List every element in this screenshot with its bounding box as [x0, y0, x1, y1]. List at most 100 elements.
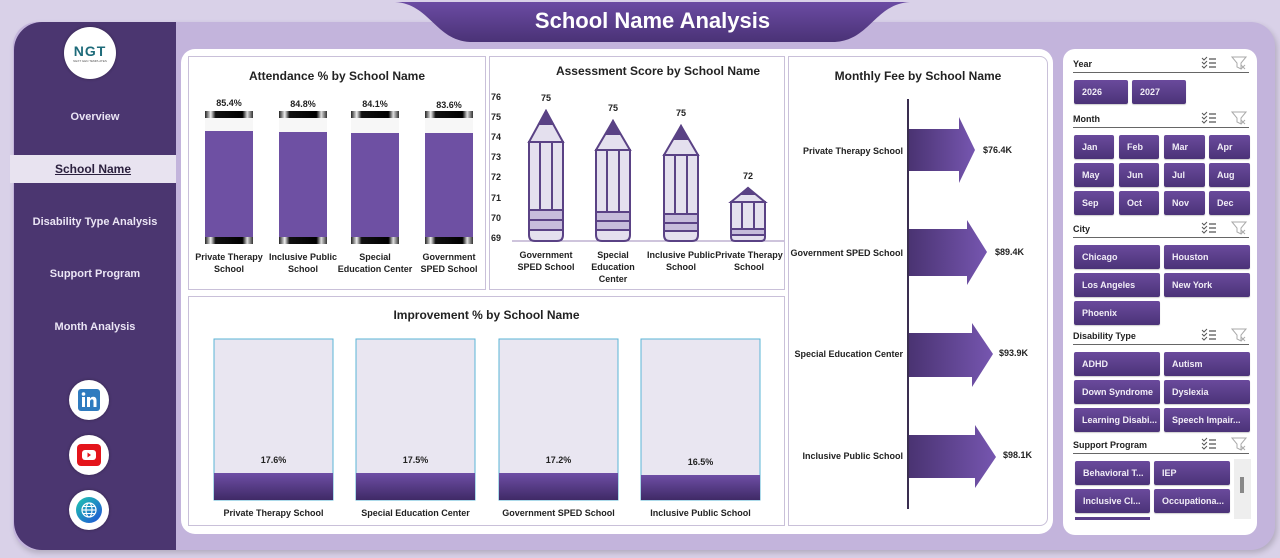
- attendance-bars: [205, 111, 473, 244]
- data-label: 84.1%: [362, 99, 388, 109]
- data-label: 75: [607, 103, 618, 113]
- nav-support-program[interactable]: Support Program: [49, 268, 141, 280]
- axis-label: Inclusive Public School: [268, 252, 338, 274]
- pencil-private-therapy: [728, 186, 768, 242]
- data-label: $89.4K: [995, 247, 1025, 257]
- fee-arrows: [907, 99, 996, 509]
- slicer-support-inclusive[interactable]: Inclusive Cl...: [1075, 489, 1150, 513]
- attendance-chart: Attendance % by School Name: [188, 56, 486, 290]
- slicer-support-behavioral[interactable]: Behavioral T...: [1075, 461, 1150, 485]
- slicer-year-2026[interactable]: 2026: [1074, 80, 1128, 104]
- slicer-month-nov[interactable]: Nov: [1164, 191, 1205, 215]
- slicer-disability-dyslexia[interactable]: Dyslexia: [1164, 380, 1250, 404]
- slicer-month-jul[interactable]: Jul: [1164, 163, 1205, 187]
- axis-label: Inclusive Public School: [802, 451, 903, 461]
- title-banner: School Name Analysis: [395, 0, 910, 42]
- data-label: $98.1K: [1003, 450, 1033, 460]
- axis-label: Inclusive Public School: [646, 250, 716, 272]
- chart-title: Attendance % by School Name: [248, 69, 426, 83]
- improvement-bars: [213, 338, 761, 501]
- chart-title: Monthly Fee by School Name: [834, 69, 1002, 83]
- axis-label: Inclusive Public School: [650, 508, 751, 518]
- y-tick: 75: [491, 112, 502, 122]
- slicer-support-scrollbar[interactable]: [1234, 459, 1251, 519]
- data-label: 75: [675, 108, 686, 118]
- assessment-chart: Assessment Score by School Name 76 75 74…: [489, 56, 785, 290]
- bar-private-therapy: [205, 111, 253, 244]
- axis-label: Private Therapy School: [195, 252, 263, 274]
- multi-select-icon[interactable]: [1201, 56, 1217, 70]
- bar-special-education: [351, 111, 399, 244]
- slicer-support-header: Support Program: [1073, 436, 1249, 454]
- slicer-disability-autism[interactable]: Autism: [1164, 352, 1250, 376]
- y-tick: 76: [491, 92, 502, 102]
- slicer-title: Year: [1073, 58, 1093, 69]
- multi-select-icon[interactable]: [1201, 328, 1217, 342]
- slicer-title: City: [1073, 223, 1091, 234]
- slicer-title: Month: [1073, 113, 1100, 124]
- slicer-month-may[interactable]: May: [1074, 163, 1114, 187]
- chart-title: Improvement % by School Name: [393, 308, 580, 322]
- slicer-title: Disability Type: [1073, 330, 1136, 341]
- slicer-year-2027[interactable]: 2027: [1132, 80, 1186, 104]
- clear-filter-icon[interactable]: [1231, 221, 1247, 235]
- y-tick: 72: [491, 172, 502, 182]
- clear-filter-icon[interactable]: [1231, 56, 1247, 70]
- slicer-month-jan[interactable]: Jan: [1074, 135, 1114, 159]
- data-label: 85.4%: [216, 98, 242, 108]
- bar-inclusive-public: [279, 111, 327, 244]
- data-label: 17.2%: [545, 455, 572, 465]
- logo-subtext: NEXT GEN TEMPLATES: [73, 59, 107, 63]
- linkedin-button[interactable]: [69, 380, 109, 420]
- website-button[interactable]: [69, 490, 109, 530]
- axis-label: Private Therapy School: [223, 508, 324, 518]
- slicer-disability-learning[interactable]: Learning Disabi...: [1074, 408, 1160, 432]
- chart-title: Assessment Score by School Name: [555, 64, 761, 78]
- slicer-city-phoenix[interactable]: Phoenix: [1074, 301, 1160, 325]
- data-label: 75: [540, 93, 551, 103]
- data-label: 17.5%: [402, 455, 429, 465]
- slicer-disability-adhd[interactable]: ADHD: [1074, 352, 1160, 376]
- clear-filter-icon[interactable]: [1231, 437, 1247, 451]
- linkedin-icon: [78, 389, 100, 411]
- multi-select-icon[interactable]: [1201, 221, 1217, 235]
- nav-month-analysis[interactable]: Month Analysis: [54, 321, 136, 333]
- logo-text: NGT: [73, 43, 107, 59]
- youtube-button[interactable]: [69, 435, 109, 475]
- page-title: School Name Analysis: [534, 8, 771, 33]
- axis-label: Government SPED School: [502, 508, 615, 518]
- nav-school-name[interactable]: School Name: [10, 155, 176, 183]
- multi-select-icon[interactable]: [1201, 437, 1217, 451]
- nav-disability-type-analysis[interactable]: Disability Type Analysis: [32, 216, 158, 228]
- multi-select-icon[interactable]: [1201, 111, 1217, 125]
- data-label: 84.8%: [290, 99, 316, 109]
- nav-overview[interactable]: Overview: [70, 111, 120, 123]
- slicer-month-aug[interactable]: Aug: [1209, 163, 1250, 187]
- slicer-city-houston[interactable]: Houston: [1164, 245, 1250, 269]
- y-tick: 73: [491, 152, 502, 162]
- slicer-month-mar[interactable]: Mar: [1164, 135, 1205, 159]
- youtube-icon: [77, 444, 101, 466]
- slicer-city-new-york[interactable]: New York: [1164, 273, 1250, 297]
- slicer-support-iep[interactable]: IEP: [1154, 461, 1230, 485]
- axis-label: Special Education Center: [591, 250, 635, 284]
- slicer-disability-down-syndrome[interactable]: Down Syndrome: [1074, 380, 1160, 404]
- slicer-city-los-angeles[interactable]: Los Angeles: [1074, 273, 1160, 297]
- slicer-support-occupational[interactable]: Occupationa...: [1154, 489, 1230, 513]
- slicer-month-oct[interactable]: Oct: [1119, 191, 1159, 215]
- slicer-year-header: Year: [1073, 55, 1249, 73]
- clear-filter-icon[interactable]: [1231, 111, 1247, 125]
- clear-filter-icon[interactable]: [1231, 328, 1247, 342]
- y-tick: 70: [491, 213, 502, 223]
- slicer-panel: Year 2026 2027 Month Jan Feb Mar Apr May…: [1063, 49, 1257, 535]
- slicer-month-jun[interactable]: Jun: [1119, 163, 1159, 187]
- pencil-special-education: [594, 118, 632, 242]
- scrollbar-thumb[interactable]: [1240, 477, 1244, 493]
- slicer-city-chicago[interactable]: Chicago: [1074, 245, 1160, 269]
- slicer-month-sep[interactable]: Sep: [1074, 191, 1114, 215]
- slicer-month-feb[interactable]: Feb: [1119, 135, 1159, 159]
- slicer-support-partial-item[interactable]: [1075, 517, 1150, 520]
- slicer-disability-speech[interactable]: Speech Impair...: [1164, 408, 1250, 432]
- slicer-month-apr[interactable]: Apr: [1209, 135, 1250, 159]
- slicer-month-dec[interactable]: Dec: [1209, 191, 1250, 215]
